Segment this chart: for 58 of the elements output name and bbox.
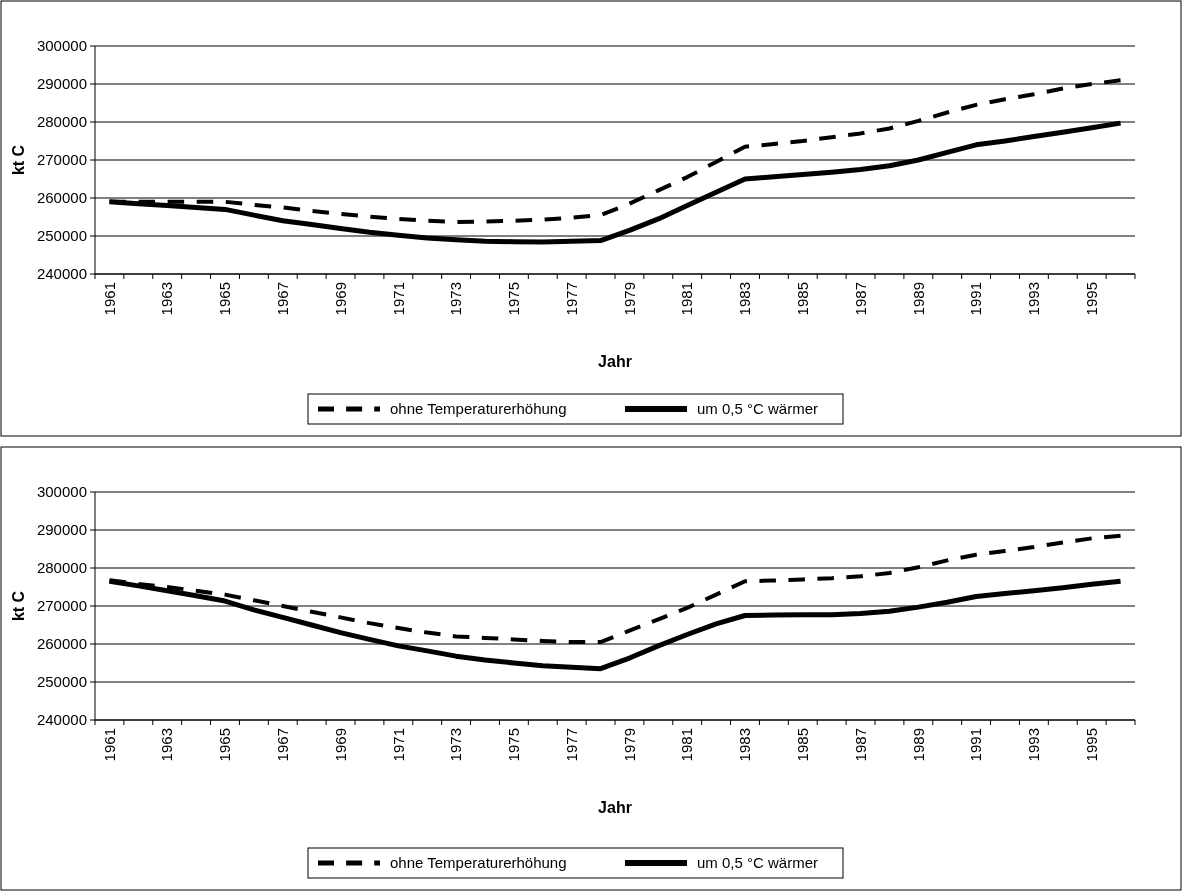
y-tick-label: 280000: [36, 113, 87, 131]
x-tick-label: 1993: [1025, 282, 1043, 316]
x-tick-label: 1981: [678, 282, 696, 316]
x-tick-label: 1975: [505, 282, 523, 316]
y-tick-label: 290000: [36, 75, 87, 93]
x-tick-label: 1963: [158, 728, 176, 762]
y-tick-label: 240000: [36, 265, 87, 283]
x-tick-label: 1995: [1082, 728, 1100, 762]
x-tick-label: 1975: [505, 728, 523, 762]
x-tick-label: 1971: [389, 282, 407, 316]
y-tick-label: 290000: [36, 521, 87, 539]
x-tick-label: 1989: [909, 282, 927, 316]
x-tick-label: 1995: [1082, 282, 1100, 316]
x-tick-label: 1973: [447, 728, 465, 762]
x-tick-label: 1969: [331, 728, 349, 762]
x-tick-label: 1989: [909, 728, 927, 762]
x-tick-label: 1973: [447, 282, 465, 316]
legend-label: ohne Temperaturerhöhung: [390, 400, 567, 418]
x-axis-title: Jahr: [598, 799, 632, 816]
x-tick-label: 1987: [851, 728, 869, 762]
y-axis-title: kt C: [10, 144, 27, 176]
x-tick-label: 1977: [562, 728, 580, 762]
x-tick-label: 1985: [794, 282, 812, 316]
x-tick-label: 1963: [158, 282, 176, 316]
x-tick-label: 1969: [331, 282, 349, 316]
x-tick-label: 1983: [736, 728, 754, 762]
y-axis-title: kt C: [10, 590, 27, 622]
y-tick-label: 250000: [36, 673, 87, 691]
x-tick-label: 1991: [967, 728, 985, 762]
y-tick-label: 250000: [36, 227, 87, 245]
y-tick-label: 260000: [36, 635, 87, 653]
x-tick-label: 1977: [562, 282, 580, 316]
x-tick-label: 1985: [794, 728, 812, 762]
x-tick-label: 1961: [100, 728, 118, 762]
x-tick-label: 1967: [274, 282, 292, 316]
x-tick-label: 1979: [620, 728, 638, 762]
y-tick-label: 240000: [36, 711, 87, 729]
x-tick-label: 1971: [389, 728, 407, 762]
y-tick-label: 270000: [36, 151, 87, 169]
x-axis-title: Jahr: [598, 353, 632, 370]
legend-label: um 0,5 °C wärmer: [697, 854, 819, 872]
y-tick-label: 270000: [36, 597, 87, 615]
x-tick-label: 1987: [851, 282, 869, 316]
x-tick-label: 1979: [620, 282, 638, 316]
x-tick-label: 1967: [274, 728, 292, 762]
y-tick-label: 260000: [36, 189, 87, 207]
x-tick-label: 1983: [736, 282, 754, 316]
legend-label: um 0,5 °C wärmer: [697, 400, 819, 418]
y-tick-label: 280000: [36, 559, 87, 577]
x-tick-label: 1965: [216, 282, 234, 316]
x-tick-label: 1981: [678, 728, 696, 762]
y-tick-label: 300000: [36, 37, 87, 55]
x-tick-label: 1965: [216, 728, 234, 762]
legend-label: ohne Temperaturerhöhung: [390, 854, 567, 872]
x-tick-label: 1961: [100, 282, 118, 316]
x-tick-label: 1993: [1025, 728, 1043, 762]
x-tick-label: 1991: [967, 282, 985, 316]
y-tick-label: 300000: [36, 483, 87, 501]
